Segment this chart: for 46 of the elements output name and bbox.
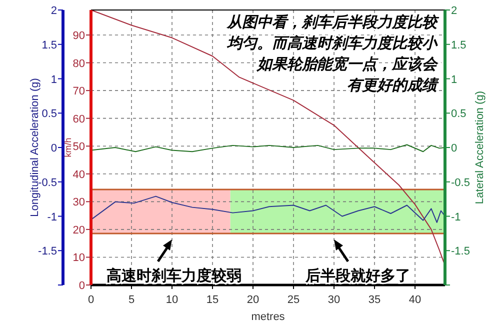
y3-tick-label: 50	[72, 141, 85, 154]
y2-tick-label: 2	[451, 5, 458, 17]
annotation: 高速时刹车力度较弱	[106, 266, 242, 284]
y3-tick-label: 70	[72, 86, 85, 98]
x-tick-label: 15	[206, 294, 219, 306]
y-tick-label: -1.5	[38, 246, 57, 258]
y-tick-label: 1.5	[42, 39, 57, 52]
y-tick-label: -1	[47, 211, 57, 224]
x-tick-label: 20	[246, 294, 260, 306]
x-tick-label: 30	[328, 294, 340, 306]
y2-tick-label: -1	[451, 211, 461, 224]
y2-tick-label: -1.5	[451, 246, 470, 258]
y2-tick-label: 1	[451, 74, 458, 86]
y-tick-label: 1	[50, 74, 57, 86]
y3-tick-label: 30	[72, 196, 85, 209]
y-tick-label: 2	[50, 5, 57, 17]
y2-axis-title: Lateral Acceleration (g)	[474, 90, 486, 204]
y3-tick-label: 90	[72, 30, 85, 42]
line-series	[90, 144, 446, 152]
x-tick-label: 0	[88, 294, 94, 306]
y3-axis-title: km/h	[63, 138, 73, 158]
y-tick-label: -0.5	[38, 176, 57, 189]
y3-tick-label: 60	[72, 113, 85, 126]
y2-tick-label: 1.5	[451, 39, 466, 52]
y3-tick-label: 40	[72, 168, 85, 181]
y-tick-label: 0.5	[42, 108, 57, 120]
y2-tick-label: -0.5	[451, 176, 470, 189]
x-tick-label: 10	[166, 294, 178, 306]
annotation: 均匀。而高速时刹车力度比较小	[226, 34, 438, 52]
y2-tick-label: 0	[451, 142, 458, 154]
y3-tick-label: 20	[72, 224, 85, 236]
annotation: 如果轮胎能宽一点，应该会	[256, 55, 439, 73]
y2-tick-label: 0.5	[451, 108, 466, 120]
x-tick-label: 25	[287, 294, 300, 306]
x-tick-label: 40	[408, 294, 422, 306]
line-series	[90, 196, 446, 223]
annotation: 后半段就好多了	[304, 266, 411, 284]
y3-tick-label: 0	[78, 280, 85, 292]
x-tick-label: 35	[368, 294, 381, 306]
y3-tick-label: 10	[72, 252, 85, 264]
y3-tick-label: 80	[72, 58, 85, 70]
annotation: 有更好的成绩	[347, 76, 440, 94]
y-tick-label: 0	[50, 142, 57, 154]
x-axis-title: metres	[251, 311, 286, 323]
x-tick-label: 5	[128, 294, 135, 306]
annotation: 从图中看，刹车后半段力度比较	[226, 13, 440, 31]
